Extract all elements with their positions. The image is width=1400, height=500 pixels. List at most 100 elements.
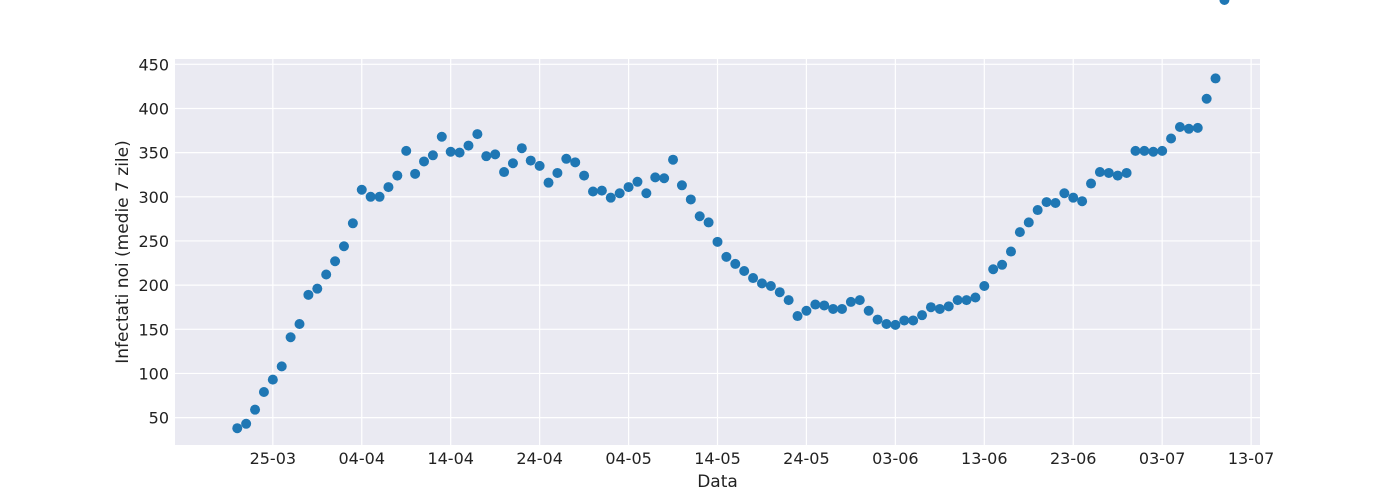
- x-axis-label: Data: [697, 472, 738, 492]
- data-point: [1032, 205, 1043, 216]
- data-point: [676, 180, 687, 191]
- data-point: [881, 318, 892, 329]
- data-point: [703, 217, 714, 228]
- data-point: [650, 172, 661, 183]
- y-tick-label: 250: [138, 232, 169, 251]
- data-point: [1174, 122, 1185, 133]
- data-point: [356, 184, 367, 195]
- data-point: [481, 151, 492, 162]
- y-tick-label: 100: [138, 364, 169, 383]
- data-point: [1059, 188, 1070, 199]
- data-point: [979, 281, 990, 292]
- data-point: [472, 129, 483, 140]
- data-point: [854, 295, 865, 306]
- data-point: [1103, 167, 1114, 178]
- data-point: [258, 387, 269, 398]
- data-point: [1121, 167, 1132, 178]
- data-point: [463, 140, 474, 151]
- x-tick-labels: 25-03 04-04 14-04 24-04 04-05 14-05 24-05 03-06…: [250, 449, 1275, 468]
- data-point: [1192, 122, 1203, 133]
- y-tick-label: 350: [138, 144, 169, 163]
- data-point: [347, 218, 358, 229]
- data-point: [614, 188, 625, 199]
- data-point: [534, 160, 545, 171]
- data-point: [579, 170, 590, 181]
- data-point: [1148, 146, 1159, 157]
- data-point: [774, 287, 785, 298]
- data-point: [1023, 217, 1034, 228]
- data-point: [1094, 167, 1105, 178]
- data-point: [232, 423, 243, 434]
- data-point: [1086, 178, 1097, 189]
- data-point: [1219, 0, 1230, 5]
- data-point: [845, 296, 856, 307]
- data-point: [241, 418, 252, 429]
- data-point: [899, 315, 910, 326]
- data-point: [925, 302, 936, 313]
- x-tick-label: 14-05: [694, 449, 741, 468]
- data-point: [419, 156, 430, 167]
- data-point: [1183, 123, 1194, 134]
- data-point: [374, 191, 385, 202]
- data-point: [917, 310, 928, 321]
- data-point: [801, 305, 812, 316]
- x-tick-label: 24-04: [516, 449, 563, 468]
- x-tick-label: 25-03: [250, 449, 297, 468]
- x-tick-label: 03-06: [872, 449, 919, 468]
- data-point: [587, 186, 598, 197]
- x-tick-label: 04-04: [339, 449, 386, 468]
- data-point: [765, 281, 776, 292]
- y-tick-label: 150: [138, 320, 169, 339]
- x-tick-label: 24-05: [783, 449, 830, 468]
- data-point: [721, 251, 732, 262]
- data-point: [543, 177, 554, 188]
- data-point: [668, 154, 679, 165]
- data-point: [490, 149, 501, 160]
- y-tick-label: 450: [138, 55, 169, 74]
- x-tick-label: 14-04: [427, 449, 474, 468]
- data-point: [338, 241, 349, 252]
- data-point: [988, 264, 999, 275]
- data-point: [685, 194, 696, 205]
- data-point: [890, 319, 901, 330]
- data-point: [872, 314, 883, 325]
- data-point: [730, 258, 741, 269]
- data-point: [819, 300, 830, 311]
- data-point: [748, 273, 759, 284]
- data-point: [267, 374, 278, 385]
- data-point: [321, 269, 332, 280]
- data-point: [908, 315, 919, 326]
- data-point: [934, 303, 945, 314]
- data-point: [516, 143, 527, 154]
- data-point: [1157, 145, 1168, 156]
- data-point: [1210, 73, 1221, 84]
- data-point: [997, 259, 1008, 270]
- data-point: [276, 361, 287, 372]
- data-point: [525, 155, 536, 166]
- y-axis-label: Infectati noi (medie 7 zile): [113, 140, 133, 363]
- data-point: [837, 303, 848, 314]
- data-point: [970, 292, 981, 303]
- y-tick-label: 300: [138, 188, 169, 207]
- data-point: [383, 182, 394, 193]
- data-point: [596, 185, 607, 196]
- data-point: [303, 289, 314, 300]
- data-point: [499, 167, 510, 178]
- x-tick-label: 23-06: [1050, 449, 1097, 468]
- data-point: [330, 256, 341, 267]
- y-tick-label: 50: [149, 409, 169, 428]
- data-point: [410, 168, 421, 179]
- data-point: [1139, 145, 1150, 156]
- data-point: [401, 145, 412, 156]
- data-point: [561, 153, 572, 164]
- data-point: [659, 173, 670, 184]
- data-point: [943, 301, 954, 312]
- data-point: [641, 188, 652, 199]
- x-tick-label: 03-07: [1139, 449, 1186, 468]
- data-point: [712, 236, 723, 247]
- data-point: [1050, 197, 1061, 208]
- data-point: [756, 278, 767, 289]
- data-point: [365, 191, 376, 202]
- data-point: [1041, 197, 1052, 208]
